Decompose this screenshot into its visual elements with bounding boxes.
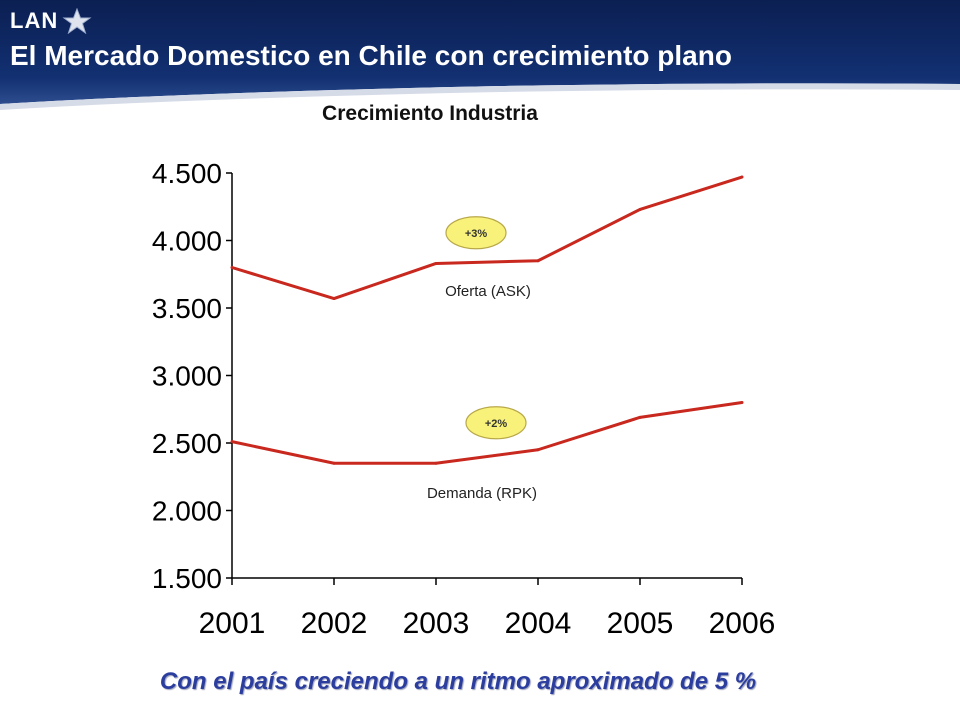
- x-tick-label: 2005: [607, 607, 674, 640]
- x-tick-label: 2002: [301, 607, 368, 640]
- header-band: LAN El Mercado Domestico en Chile con cr…: [0, 0, 960, 110]
- series-label-demanda: Demanda (RPK): [427, 485, 537, 502]
- data-point: [740, 175, 744, 179]
- data-point: [434, 461, 438, 465]
- x-tick-label: 2004: [505, 607, 572, 640]
- series-label-oferta: Oferta (ASK): [445, 283, 531, 300]
- footer-note: Con el país creciendo a un ritmo aproxim…: [159, 668, 757, 695]
- data-point: [230, 266, 234, 269]
- x-tick-label: 2006: [709, 607, 776, 640]
- data-point: [434, 261, 438, 265]
- growth-badge-label: +3%: [465, 228, 488, 240]
- chart-title: Crecimiento Industria: [322, 102, 538, 125]
- y-tick-label: 4.000: [152, 226, 222, 257]
- y-tick-label: 1.500: [152, 563, 222, 594]
- data-point: [332, 461, 336, 465]
- y-tick-label: 3.500: [152, 293, 222, 324]
- data-point: [638, 415, 642, 419]
- page-title: El Mercado Domestico en Chile con crecim…: [10, 40, 732, 71]
- y-tick-label: 4.500: [152, 158, 222, 189]
- growth-badge: [445, 216, 507, 250]
- logo-text: LAN: [10, 8, 59, 33]
- lan-logo: LAN: [10, 4, 92, 38]
- data-point: [536, 259, 540, 263]
- growth-badge: [465, 406, 527, 440]
- x-tick-label: 2003: [403, 607, 470, 640]
- x-tick-label: 2001: [199, 607, 266, 640]
- y-tick-label: 2.500: [152, 428, 222, 459]
- header-background: [0, 0, 960, 110]
- data-point: [230, 440, 234, 444]
- series-line-oferta: [231, 175, 743, 301]
- star-icon: [62, 8, 92, 34]
- data-point: [536, 448, 540, 452]
- series-line-demanda: [231, 401, 743, 465]
- growth-badge-label: +2%: [485, 418, 508, 430]
- data-point: [638, 207, 642, 211]
- data-point: [740, 401, 744, 404]
- y-tick-label: 3.000: [152, 361, 222, 392]
- y-tick-label: 2.000: [152, 496, 222, 527]
- data-point: [332, 297, 336, 301]
